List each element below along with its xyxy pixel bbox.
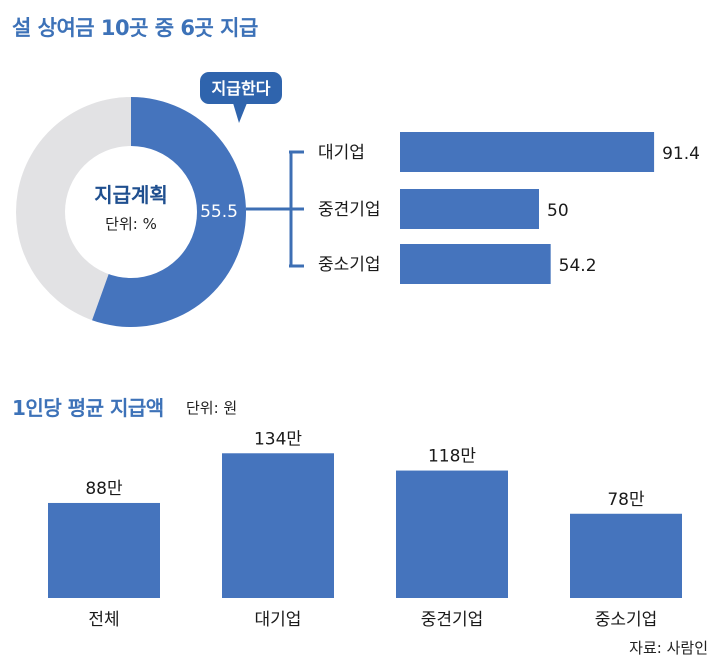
callout-label: 지급한다 — [212, 79, 271, 98]
callout-bubble: 지급한다 — [200, 72, 282, 123]
donut-hole — [65, 146, 197, 278]
hbar-value-label: 91.4 — [662, 144, 700, 164]
vbar — [396, 470, 508, 598]
hbar-category-label: 중소기업 — [318, 255, 381, 275]
connector-bracket — [246, 150, 304, 268]
hbar-value-label: 50 — [547, 201, 569, 221]
donut-center-title: 지급계획 — [94, 183, 168, 207]
vbar-value-label: 134만 — [254, 429, 302, 449]
section2-title: 1인당 평균 지급액 — [12, 396, 164, 420]
vbar-category-label: 전체 — [88, 610, 119, 630]
vbar-value-label: 88만 — [85, 479, 123, 499]
vbar-category-label: 중소기업 — [595, 610, 658, 630]
vbar-value-label: 118만 — [428, 447, 476, 467]
vbar-category-label: 중견기업 — [421, 610, 484, 630]
vbar — [570, 513, 682, 598]
callout-box — [200, 72, 282, 104]
horizontal-bar-chart: 대기업 91.4 중견기업 50 중소기업 54.2 — [318, 132, 700, 284]
hbar — [400, 132, 655, 172]
callout-pointer — [233, 103, 247, 123]
donut-chart: 지급계획 단위: % 55.5 — [15, 97, 246, 327]
vbar-category-label: 대기업 — [255, 610, 302, 630]
hbar-category-label: 대기업 — [318, 143, 365, 163]
hbar-value-label: 54.2 — [559, 256, 597, 276]
donut-value-label: 55.5 — [200, 202, 238, 222]
donut-center-unit: 단위: % — [105, 215, 157, 233]
hbar-category-label: 중견기업 — [318, 200, 381, 220]
vbar — [48, 502, 160, 598]
hbar — [400, 244, 551, 284]
vbar — [222, 453, 334, 598]
vbar-value-label: 78만 — [607, 490, 645, 510]
hbar — [400, 189, 539, 229]
chart-title: 설 상여금 10곳 중 6곳 지급 — [12, 16, 258, 40]
section2-unit: 단위: 원 — [186, 399, 238, 417]
source-note: 자료: 사람인 — [629, 639, 708, 657]
